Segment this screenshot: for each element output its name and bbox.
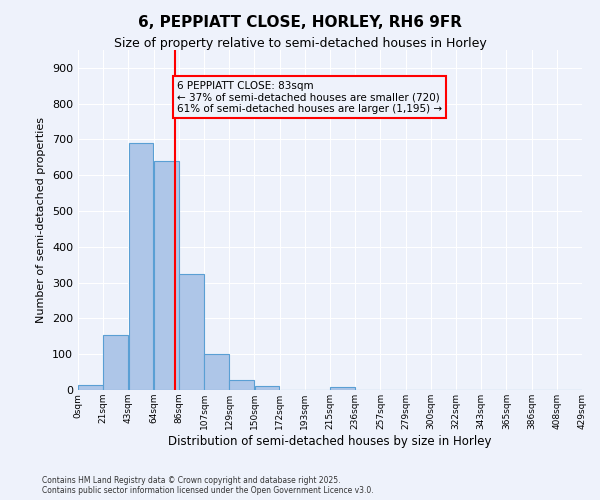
Bar (330, 387, 355, 390)
Text: 6 PEPPIATT CLOSE: 83sqm
← 37% of semi-detached houses are smaller (720)
61% of s: 6 PEPPIATT CLOSE: 83sqm ← 37% of semi-de… (177, 80, 442, 114)
Bar (154, 161, 179, 390)
X-axis label: Distribution of semi-detached houses by size in Horley: Distribution of semi-detached houses by … (168, 434, 492, 448)
Bar (204, 354, 229, 390)
Bar (78, 384, 103, 390)
Bar (254, 386, 280, 390)
Bar (179, 274, 204, 390)
Text: 6, PEPPIATT CLOSE, HORLEY, RH6 9FR: 6, PEPPIATT CLOSE, HORLEY, RH6 9FR (138, 15, 462, 30)
Bar (128, 143, 154, 390)
Bar (103, 334, 128, 390)
Text: Size of property relative to semi-detached houses in Horley: Size of property relative to semi-detach… (113, 38, 487, 51)
Text: Contains HM Land Registry data © Crown copyright and database right 2025.
Contai: Contains HM Land Registry data © Crown c… (42, 476, 374, 495)
Y-axis label: Number of semi-detached properties: Number of semi-detached properties (37, 117, 46, 323)
Bar (229, 380, 254, 390)
